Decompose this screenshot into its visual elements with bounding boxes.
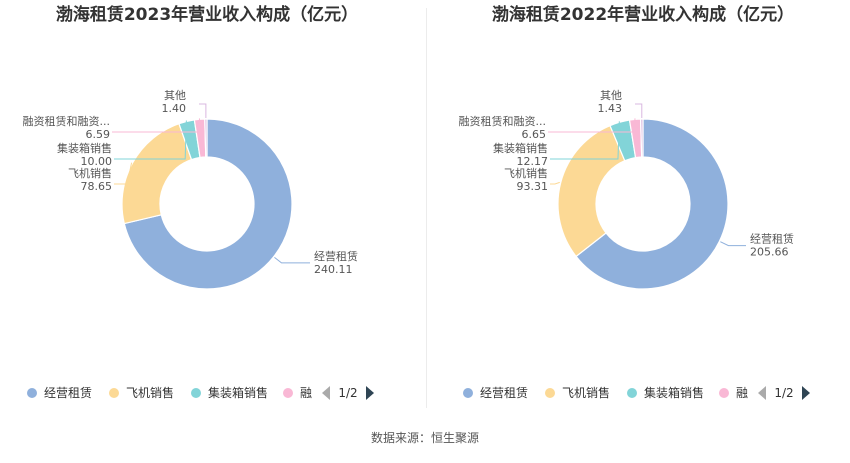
legend-marker	[191, 388, 201, 398]
pie-chart-panel-1: 渤海租赁2023年营业收入构成（亿元）经营租赁240.11飞机销售78.65集装…	[23, 4, 374, 400]
legend-label: 融	[300, 386, 312, 400]
legend-label: 飞机销售	[562, 385, 610, 400]
data-source-note: 数据来源：恒生聚源	[370, 431, 479, 445]
panel-divider	[426, 8, 427, 408]
slice-value-label: 6.65	[522, 128, 547, 141]
legend-marker	[283, 388, 293, 398]
pie-chart-panel-2: 渤海租赁2022年营业收入构成（亿元）经营租赁205.66飞机销售93.31集装…	[459, 4, 810, 400]
slice-value-label: 78.65	[81, 180, 113, 193]
legend-next-page-icon[interactable]	[802, 386, 810, 400]
legend-item-3[interactable]: 集装箱销售	[627, 385, 704, 400]
slice-category-label: 集装箱销售	[57, 141, 112, 155]
legend-marker	[627, 388, 637, 398]
slice-category-label: 飞机销售	[68, 166, 112, 180]
legend-marker	[545, 388, 555, 398]
slice-category-label: 集装箱销售	[493, 141, 548, 155]
legend-prev-page-icon[interactable]	[758, 386, 766, 400]
legend-prev-page-icon[interactable]	[322, 386, 330, 400]
legend-page-indicator: 1/2	[774, 386, 793, 400]
pie-slice-5[interactable]	[204, 118, 208, 158]
legend-marker	[109, 388, 119, 398]
pie-slice-5[interactable]	[639, 118, 644, 158]
legend-item-4[interactable]: 融	[719, 386, 748, 400]
leader-line	[114, 162, 133, 185]
slice-category-label: 融资租赁和融资...	[23, 114, 111, 128]
slice-category-label: 飞机销售	[504, 166, 548, 180]
legend: 经营租赁 飞机销售 集装箱销售 融 1/2	[463, 385, 810, 400]
leader-line	[199, 103, 207, 119]
pie-slice-1[interactable]	[575, 118, 729, 290]
slice-category-label: 其他	[600, 89, 622, 102]
legend-page-indicator: 1/2	[338, 386, 357, 400]
legend-marker	[719, 388, 729, 398]
slice-category-label: 经营租赁	[314, 249, 358, 263]
slice-label-group-4: 融资租赁和融资...6.59	[23, 114, 200, 141]
slice-label-group-5: 其他1.40	[162, 89, 207, 119]
legend-next-page-icon[interactable]	[366, 386, 374, 400]
legend-label: 融	[736, 386, 748, 400]
legend-item-2[interactable]: 飞机销售	[545, 385, 610, 400]
legend-item-1[interactable]: 经营租赁	[463, 386, 528, 400]
pie-slice-2[interactable]	[121, 122, 193, 225]
slice-value-label: 205.66	[750, 246, 789, 259]
pie-slice-2[interactable]	[557, 124, 626, 258]
leader-line	[114, 120, 187, 160]
slice-value-label: 240.11	[314, 263, 353, 276]
slice-value-label: 1.43	[598, 102, 623, 115]
chart-title: 渤海租赁2022年营业收入构成（亿元）	[492, 4, 794, 25]
slice-category-label: 融资租赁和融资...	[459, 114, 547, 128]
slice-category-label: 经营租赁	[750, 232, 794, 246]
legend-item-2[interactable]: 飞机销售	[109, 385, 174, 400]
slice-value-label: 12.17	[517, 155, 549, 168]
legend-marker	[27, 388, 37, 398]
legend: 经营租赁 飞机销售 集装箱销售 融 1/2	[27, 385, 374, 400]
leader-line	[548, 118, 636, 133]
pie-slice-1[interactable]	[123, 118, 293, 290]
slice-label-group-4: 融资租赁和融资...6.65	[459, 114, 636, 141]
leader-line	[635, 103, 643, 119]
leader-line	[550, 121, 620, 160]
legend-item-4[interactable]: 融	[283, 386, 312, 400]
slice-value-label: 6.59	[86, 128, 111, 141]
leader-line	[274, 256, 310, 264]
slice-value-label: 10.00	[81, 155, 113, 168]
slice-category-label: 其他	[164, 89, 186, 102]
legend-label: 集装箱销售	[208, 385, 268, 400]
slice-value-label: 1.40	[162, 102, 187, 115]
chart-title: 渤海租赁2023年营业收入构成（亿元）	[56, 4, 358, 25]
leader-line	[550, 181, 560, 185]
slice-value-label: 93.31	[517, 180, 549, 193]
legend-label: 经营租赁	[44, 386, 92, 400]
legend-label: 经营租赁	[480, 386, 528, 400]
legend-item-1[interactable]: 经营租赁	[27, 386, 92, 400]
legend-label: 集装箱销售	[644, 385, 704, 400]
legend-label: 飞机销售	[126, 385, 174, 400]
leader-line	[112, 118, 200, 133]
legend-marker	[463, 388, 473, 398]
legend-item-3[interactable]: 集装箱销售	[191, 385, 268, 400]
leader-line	[720, 241, 746, 247]
slice-label-group-5: 其他1.43	[598, 89, 643, 119]
